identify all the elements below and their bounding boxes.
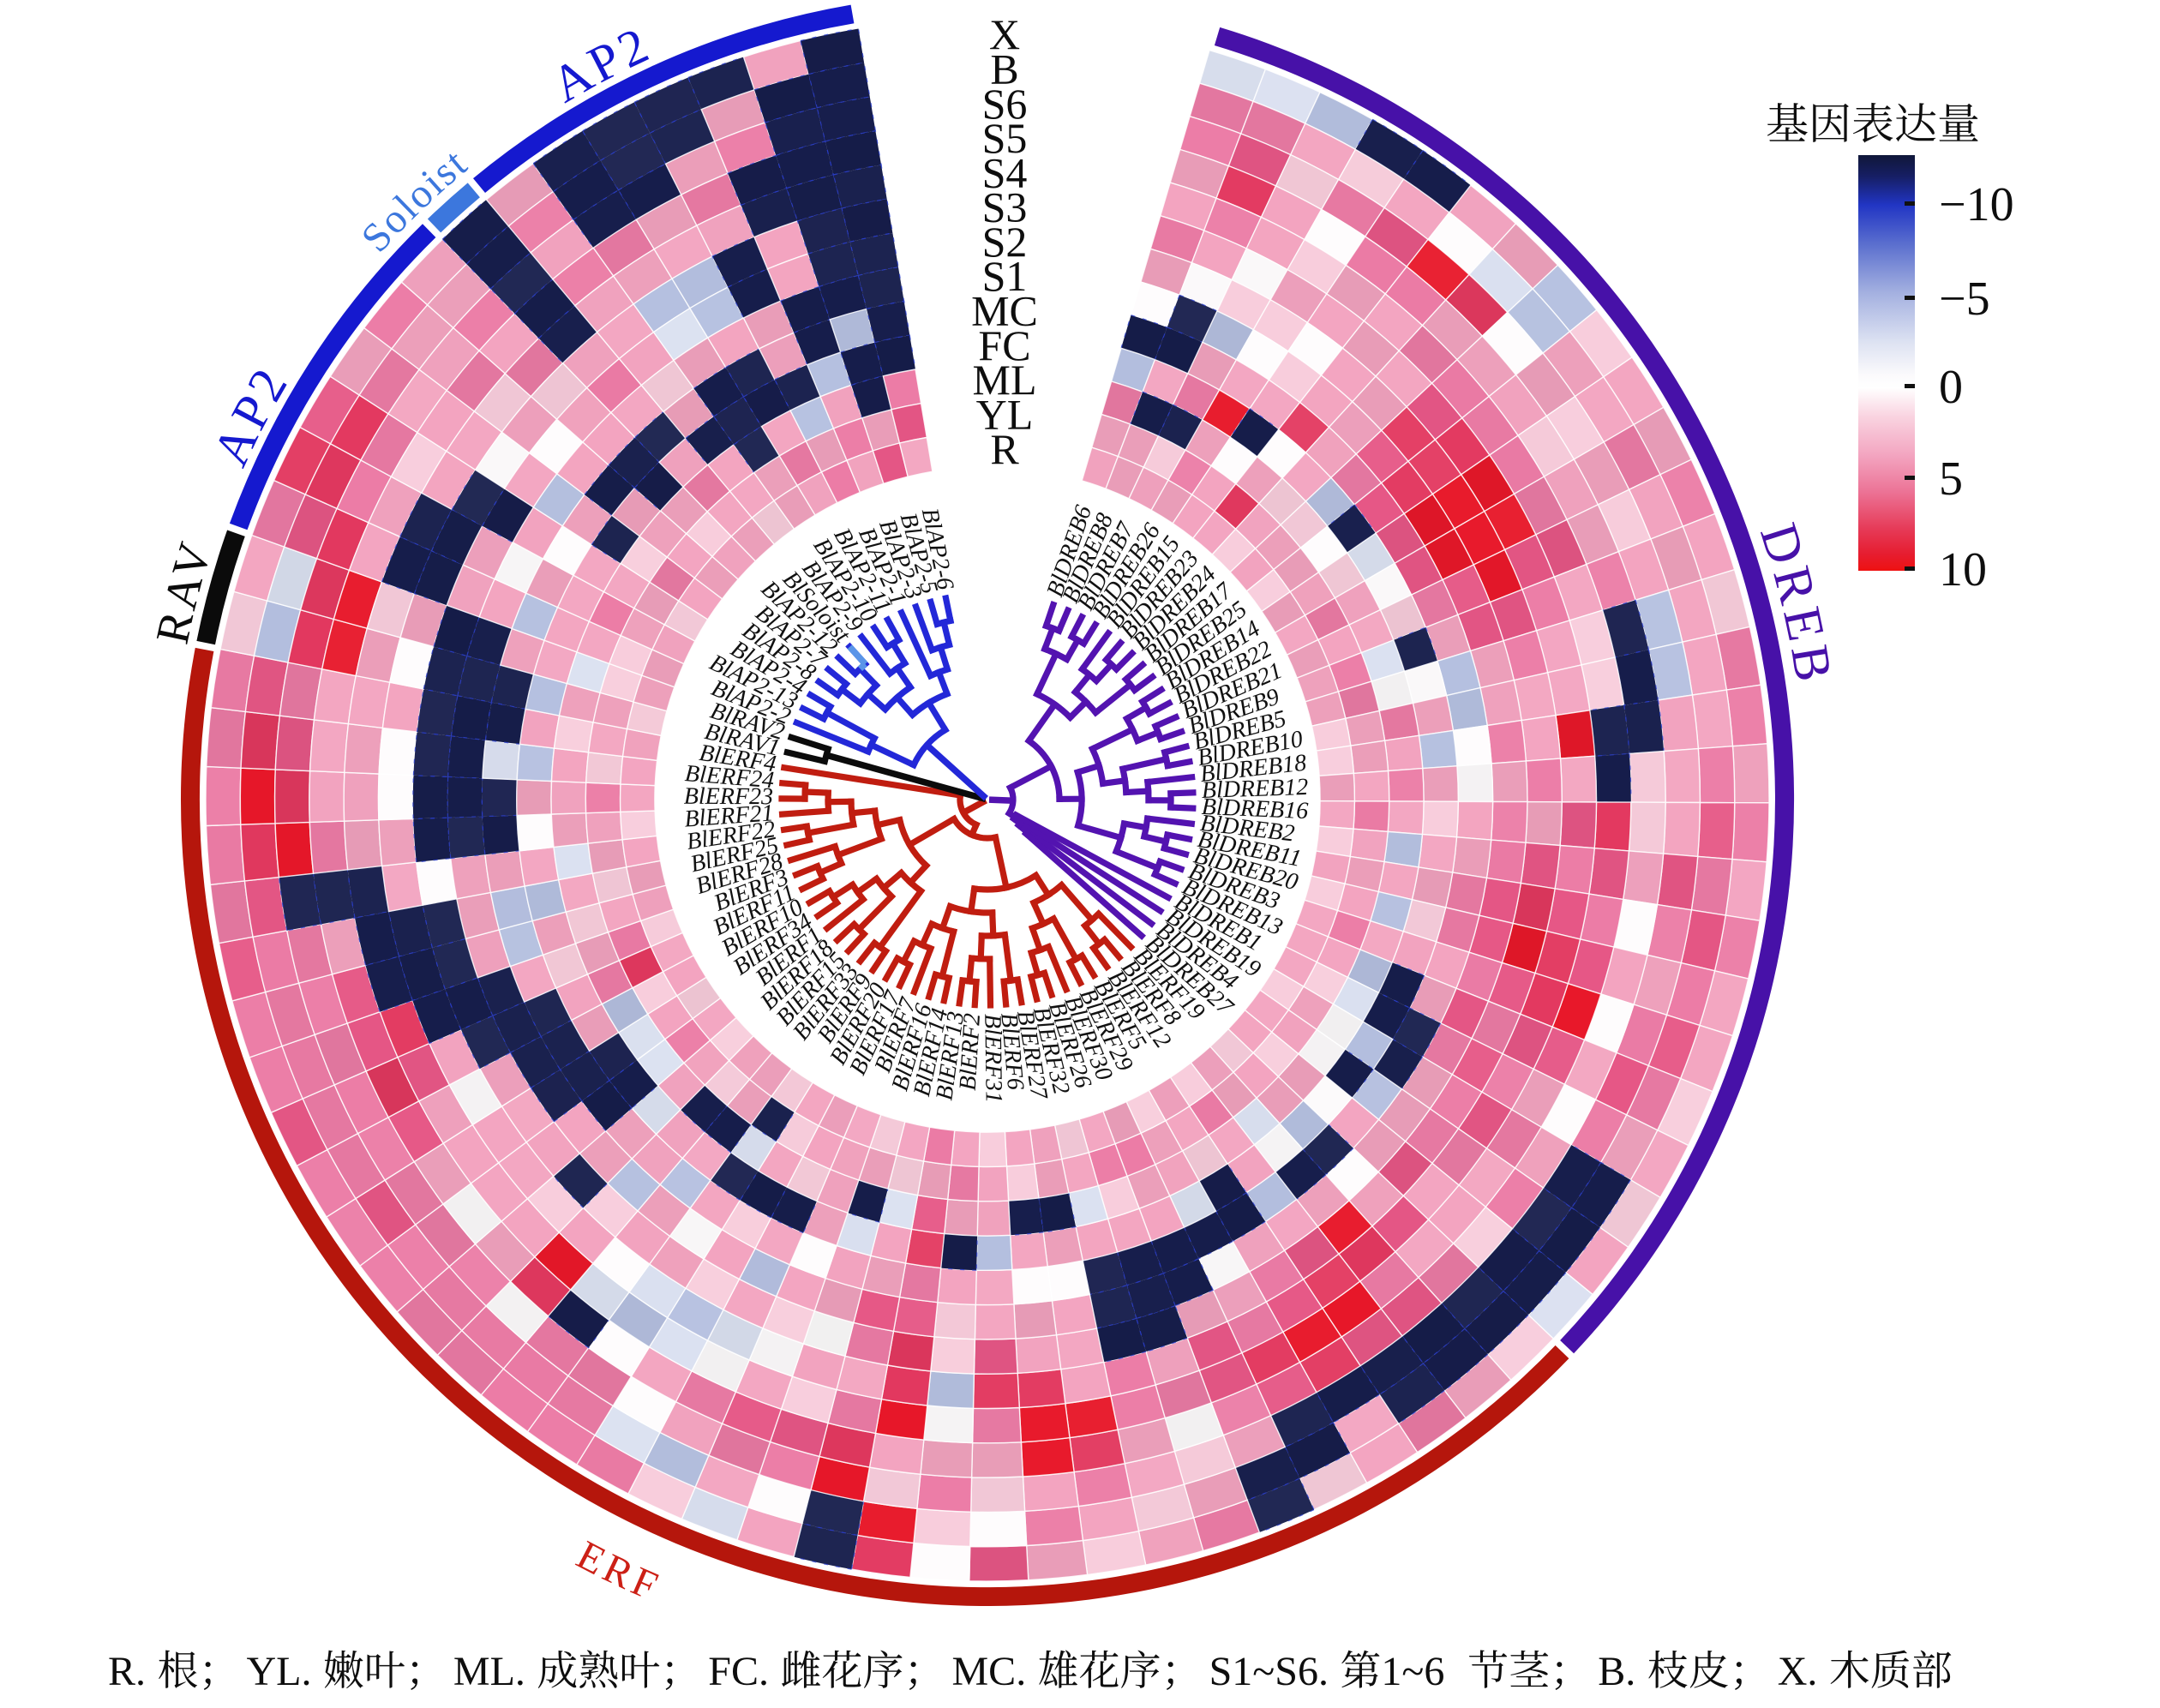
svg-text:BlERF21: BlERF21	[683, 800, 774, 832]
svg-text:FC: FC	[978, 321, 1030, 369]
svg-text:BlERF31: BlERF31	[979, 1014, 1006, 1104]
svg-text:S5: S5	[982, 114, 1028, 162]
svg-text:−5: −5	[1939, 273, 1990, 326]
svg-text:FC.: FC.	[708, 1649, 769, 1694]
svg-text:YL: YL	[976, 390, 1034, 438]
svg-text:R.: R.	[108, 1649, 146, 1694]
svg-text:B.: B.	[1598, 1649, 1635, 1694]
svg-text:BlERF2: BlERF2	[955, 1012, 986, 1091]
svg-text:10: 10	[1939, 543, 1987, 596]
svg-text:S2: S2	[982, 218, 1028, 266]
svg-text:S1: S1	[982, 252, 1028, 300]
svg-text:BlDREB16: BlDREB16	[1201, 794, 1309, 824]
svg-text:0: 0	[1939, 361, 1963, 414]
svg-text:S3: S3	[982, 183, 1028, 231]
svg-text:S6: S6	[982, 80, 1028, 128]
svg-text:ML: ML	[973, 356, 1037, 404]
svg-text:BlERF23: BlERF23	[684, 783, 773, 811]
svg-text:−10: −10	[1939, 178, 2014, 231]
svg-text:MC.: MC.	[952, 1649, 1027, 1694]
svg-text:ML.: ML.	[453, 1649, 525, 1694]
svg-text:BlDREB12: BlDREB12	[1201, 774, 1308, 804]
svg-text:X.: X.	[1778, 1649, 1818, 1694]
svg-text:B: B	[990, 45, 1018, 93]
svg-text:MC: MC	[971, 287, 1038, 335]
svg-text:1~6: 1~6	[1381, 1649, 1444, 1694]
svg-text:R: R	[990, 425, 1019, 473]
svg-text:S4: S4	[982, 148, 1028, 196]
svg-text:X: X	[989, 10, 1020, 58]
svg-text:S1~S6.: S1~S6.	[1209, 1649, 1329, 1694]
svg-text:YL.: YL.	[247, 1649, 312, 1694]
svg-text:5: 5	[1939, 452, 1963, 506]
